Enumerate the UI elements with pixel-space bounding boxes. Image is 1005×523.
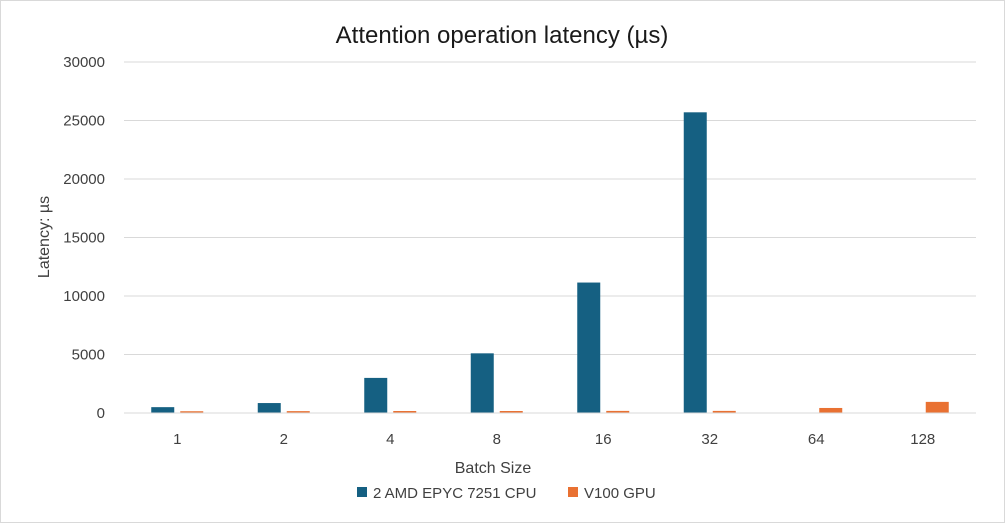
legend: 2 AMD EPYC 7251 CPU V100 GPU [357, 485, 656, 502]
x-tick-label: 1 [173, 431, 181, 448]
bar-cpu [683, 112, 707, 413]
x-tick-label: 8 [493, 431, 501, 448]
bar-gpu [712, 410, 736, 413]
y-tick-label: 25000 [63, 113, 105, 130]
legend-label: V100 GPU [584, 485, 656, 502]
bar-gpu [180, 411, 204, 413]
x-tick-label: 64 [808, 431, 825, 448]
bar-cpu [470, 353, 494, 413]
bar-gpu [499, 411, 523, 413]
bar-gpu [925, 401, 949, 413]
x-tick-label: 32 [701, 431, 718, 448]
y-tick-label: 0 [97, 405, 105, 422]
bar-gpu [819, 407, 843, 413]
y-tick-label: 20000 [63, 171, 105, 188]
bars [151, 112, 949, 413]
gridlines [124, 61, 976, 355]
legend-label: 2 AMD EPYC 7251 CPU [373, 485, 536, 502]
x-tick-label: 16 [595, 431, 612, 448]
y-axis-ticks: 0 5000 10000 15000 20000 25000 30000 [63, 54, 105, 422]
y-tick-label: 5000 [72, 347, 105, 364]
legend-swatch [357, 487, 367, 497]
x-tick-label: 128 [910, 431, 935, 448]
y-tick-label: 15000 [63, 230, 105, 247]
y-tick-label: 10000 [63, 288, 105, 305]
x-tick-label: 4 [386, 431, 394, 448]
bar-cpu [577, 282, 601, 413]
bar-gpu [393, 411, 417, 413]
x-axis-label: Batch Size [455, 460, 532, 477]
chart-title: Attention operation latency (µs) [336, 22, 669, 49]
y-axis-label: Latency: µs [36, 196, 53, 278]
x-axis-ticks: 1 2 4 8 16 32 64 128 [173, 431, 935, 448]
bar-cpu [364, 377, 388, 413]
y-tick-label: 30000 [63, 54, 105, 71]
bar-gpu [606, 410, 630, 413]
bar-cpu [257, 403, 281, 413]
bar-cpu [151, 407, 175, 413]
legend-swatch [568, 487, 578, 497]
bar-gpu [286, 411, 310, 413]
x-tick-label: 2 [280, 431, 288, 448]
